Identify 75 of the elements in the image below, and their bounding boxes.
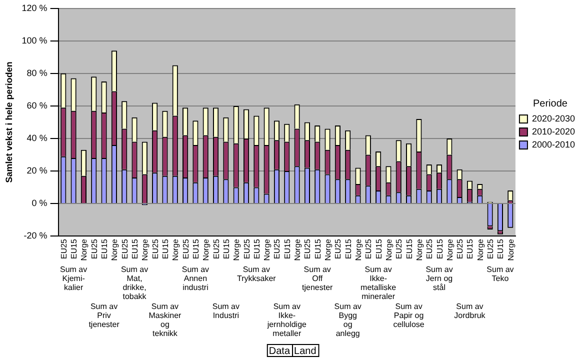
- text: Sum av Teko: [486, 265, 514, 284]
- y-tick-label: 100 %: [22, 35, 48, 46]
- y-tick-label: 120 %: [22, 2, 48, 13]
- x-tick-label: EU15: [344, 238, 353, 260]
- legend-label: 2000-2010: [532, 139, 576, 150]
- x-tick-label: EU25: [150, 238, 160, 260]
- x-tick-label: Norge: [232, 238, 242, 261]
- text: Sum av Mat, drikke, tobakk: [120, 265, 148, 302]
- y-tick-label: 20 %: [26, 165, 48, 176]
- x-tick-label: EU25: [242, 238, 252, 260]
- x-tick-label: EU15: [100, 238, 110, 260]
- x-tick-label: EU15: [313, 238, 322, 260]
- text: Sum av Industri: [212, 302, 240, 320]
- y-tick-label: 40 %: [26, 132, 48, 143]
- x-tick-label: EU15: [374, 238, 384, 260]
- text: Data: [268, 346, 290, 357]
- text: Sum av Papir og cellulose: [393, 302, 425, 330]
- x-tick-label: EU15: [130, 238, 140, 260]
- text: Sum av Kjemi- kalier: [60, 265, 88, 292]
- x-tick-label: EU25: [90, 238, 99, 260]
- x-tick-label: EU15: [222, 238, 231, 260]
- x-tick-label: EU25: [425, 238, 434, 260]
- x-tick-label: Norge: [110, 238, 120, 261]
- x-tick-label: Norge: [384, 238, 394, 261]
- x-tick-label: EU25: [303, 238, 312, 260]
- y-tick-label: 0 %: [32, 198, 48, 208]
- x-tick-label: Norge: [140, 238, 150, 261]
- text: Sum av Trykksaker: [237, 265, 276, 284]
- x-tick-label: EU15: [435, 238, 444, 260]
- x-tick-label: Norge: [171, 238, 180, 261]
- x-tick-label: EU15: [160, 238, 170, 260]
- text: Sum av Jern og stål: [426, 265, 453, 292]
- x-tick-label: EU25: [364, 238, 374, 260]
- x-tick-label: EU15: [191, 238, 200, 260]
- x-tick-label: EU15: [496, 238, 506, 260]
- x-tick-label: EU25: [334, 238, 343, 260]
- legend-label: 2010-2020: [532, 126, 576, 136]
- x-tick-label: EU15: [252, 238, 262, 260]
- x-tick-label: EU25: [394, 238, 404, 260]
- x-tick-label: Norge: [262, 238, 272, 261]
- x-tick-label: EU25: [120, 238, 130, 260]
- text: Sum av Off tjenester: [302, 265, 334, 292]
- y-tick-label: 80 %: [26, 68, 48, 78]
- x-tick-label: EU25: [212, 238, 221, 260]
- x-tick-label: EU15: [282, 238, 292, 260]
- x-tick-label: EU15: [70, 238, 79, 260]
- text: Sum av Annen industri: [182, 265, 210, 292]
- x-tick-label: EU25: [486, 238, 496, 260]
- legend-title: Periode: [532, 98, 568, 110]
- x-tick-label: Norge: [414, 238, 424, 261]
- x-tick-label: EU15: [466, 238, 475, 260]
- x-tick-label: EU25: [456, 238, 465, 260]
- y-axis-title: Samlet vekst i hele perioden: [4, 62, 14, 183]
- text: Sum av Jordbruk: [454, 302, 486, 320]
- x-tick-label: Norge: [324, 238, 333, 261]
- text: Sum av Ikke- jernholdige metaller: [266, 302, 308, 338]
- x-tick-label: EU25: [181, 238, 190, 260]
- y-tick-label: 60 %: [26, 100, 48, 110]
- x-tick-label: Norge: [506, 238, 516, 261]
- text: Sum av Ikke- metalliske mineraler: [360, 265, 397, 302]
- x-tick-label: Norge: [293, 238, 302, 261]
- x-tick-label: Norge: [354, 238, 363, 261]
- text: Sum av Bygg og anlegg: [334, 302, 362, 338]
- y-tick-label: -20 %: [24, 230, 48, 240]
- x-tick-label: EU15: [404, 238, 414, 260]
- text: Land: [294, 346, 316, 357]
- text: Sum av Maskiner og teknikk: [148, 302, 182, 338]
- text: Sum av Priv tjenester: [88, 302, 120, 330]
- x-tick-label: Norge: [80, 238, 89, 261]
- x-tick-label: EU25: [59, 238, 68, 260]
- x-tick-label: EU25: [272, 238, 282, 260]
- x-tick-label: Norge: [476, 238, 485, 261]
- legend-label: 2020-2030: [532, 113, 576, 124]
- x-tick-label: Norge: [445, 238, 454, 261]
- x-tick-label: Norge: [202, 238, 211, 261]
